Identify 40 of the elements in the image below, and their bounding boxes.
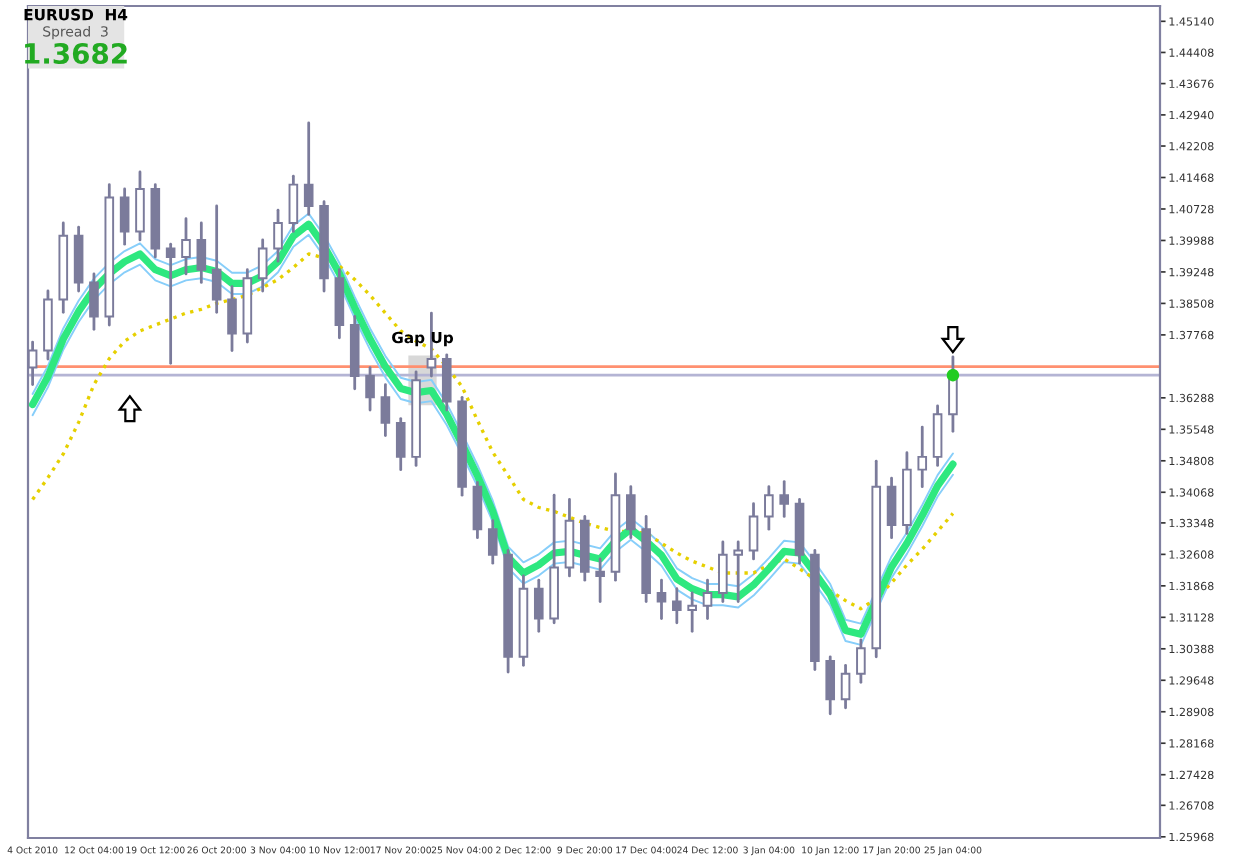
candlestick xyxy=(533,578,544,633)
candlestick xyxy=(733,540,743,603)
candlestick xyxy=(718,540,728,603)
annotation: 1.3682 xyxy=(25,42,127,64)
candlestick xyxy=(840,663,851,710)
candlestick xyxy=(779,480,790,518)
candlestick xyxy=(564,498,575,578)
candlestick xyxy=(748,502,759,561)
candlestick xyxy=(825,655,836,716)
candlestick xyxy=(380,383,391,437)
candlestick xyxy=(595,557,605,603)
candlestick xyxy=(303,121,314,216)
candlestick xyxy=(365,366,375,412)
candlestick xyxy=(626,485,636,540)
candlestick xyxy=(273,208,283,263)
candlestick xyxy=(89,272,99,331)
candlestick xyxy=(487,519,498,565)
candlestick xyxy=(932,404,943,467)
candlestick xyxy=(135,170,145,242)
candlestick xyxy=(656,578,667,620)
candlestick xyxy=(211,204,222,314)
candlestick xyxy=(886,476,897,540)
candlestick xyxy=(917,425,928,489)
candlestick xyxy=(119,187,130,246)
candlestick xyxy=(227,285,237,352)
candlestick xyxy=(764,485,774,531)
candlestick xyxy=(165,242,176,365)
candlestick xyxy=(257,238,268,293)
candlestick xyxy=(73,225,84,293)
candlestick xyxy=(196,221,207,284)
candlestick xyxy=(672,587,682,625)
candlestick xyxy=(288,174,299,233)
candlestick xyxy=(687,591,697,633)
candlestick xyxy=(856,638,866,684)
candlestick xyxy=(395,417,406,472)
candlestick xyxy=(441,353,452,412)
candlestick xyxy=(181,217,191,276)
candlestick xyxy=(334,268,345,340)
candlestick xyxy=(472,481,483,540)
candlestick xyxy=(702,578,713,620)
